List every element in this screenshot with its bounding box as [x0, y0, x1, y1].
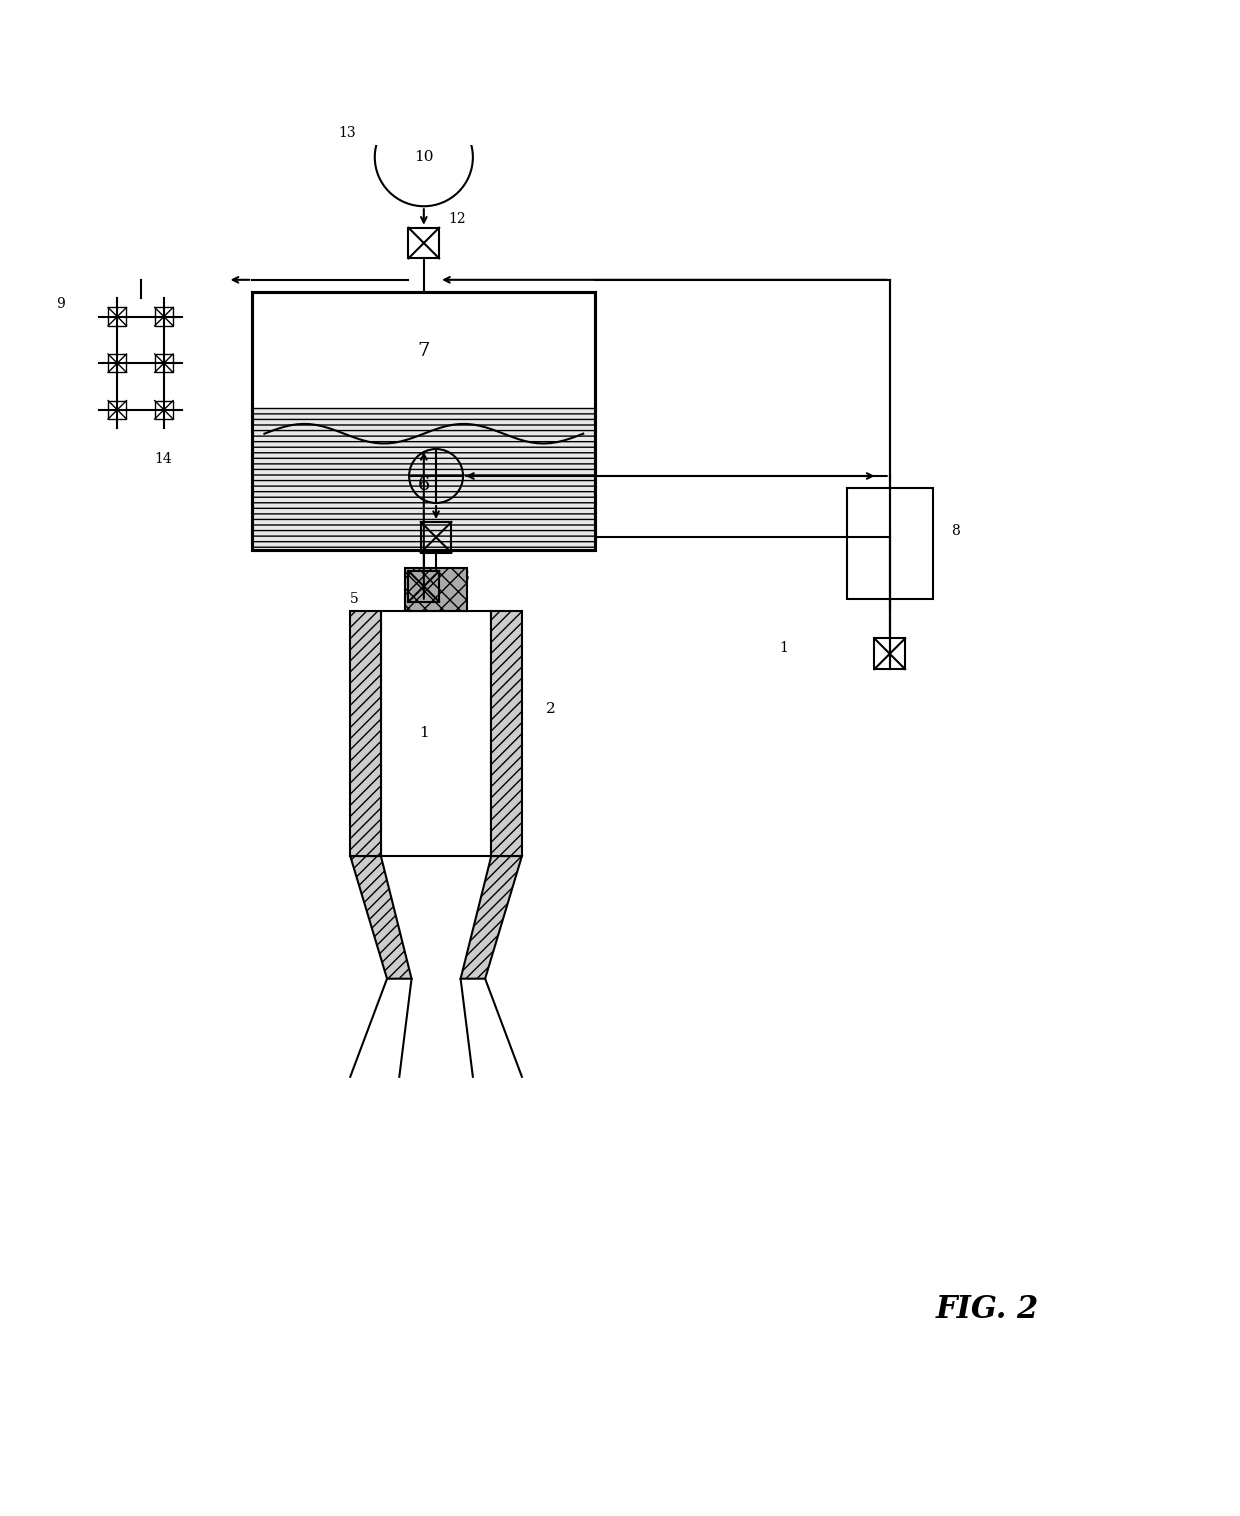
Text: 6: 6: [418, 476, 430, 494]
Bar: [847, 488, 932, 599]
Text: 3: 3: [460, 570, 470, 584]
Text: 13: 13: [339, 126, 356, 139]
Text: 1: 1: [419, 726, 429, 740]
Bar: [252, 408, 595, 550]
Text: 12: 12: [449, 212, 466, 226]
Polygon shape: [491, 611, 522, 857]
Text: 2: 2: [547, 702, 557, 716]
Text: 8: 8: [951, 525, 960, 538]
Bar: [381, 611, 491, 857]
Bar: [252, 293, 595, 550]
Text: FIG. 2: FIG. 2: [936, 1295, 1039, 1325]
Text: 15: 15: [374, 512, 392, 526]
Text: 14: 14: [154, 452, 172, 467]
Text: 1: 1: [780, 641, 789, 655]
Polygon shape: [350, 611, 381, 857]
Bar: [405, 568, 466, 611]
Text: 10: 10: [414, 150, 434, 164]
Text: 7: 7: [418, 341, 430, 359]
Polygon shape: [460, 857, 522, 979]
Text: 4: 4: [350, 456, 360, 471]
Polygon shape: [350, 857, 412, 979]
Text: 5: 5: [350, 591, 360, 605]
Text: 9: 9: [56, 297, 64, 311]
